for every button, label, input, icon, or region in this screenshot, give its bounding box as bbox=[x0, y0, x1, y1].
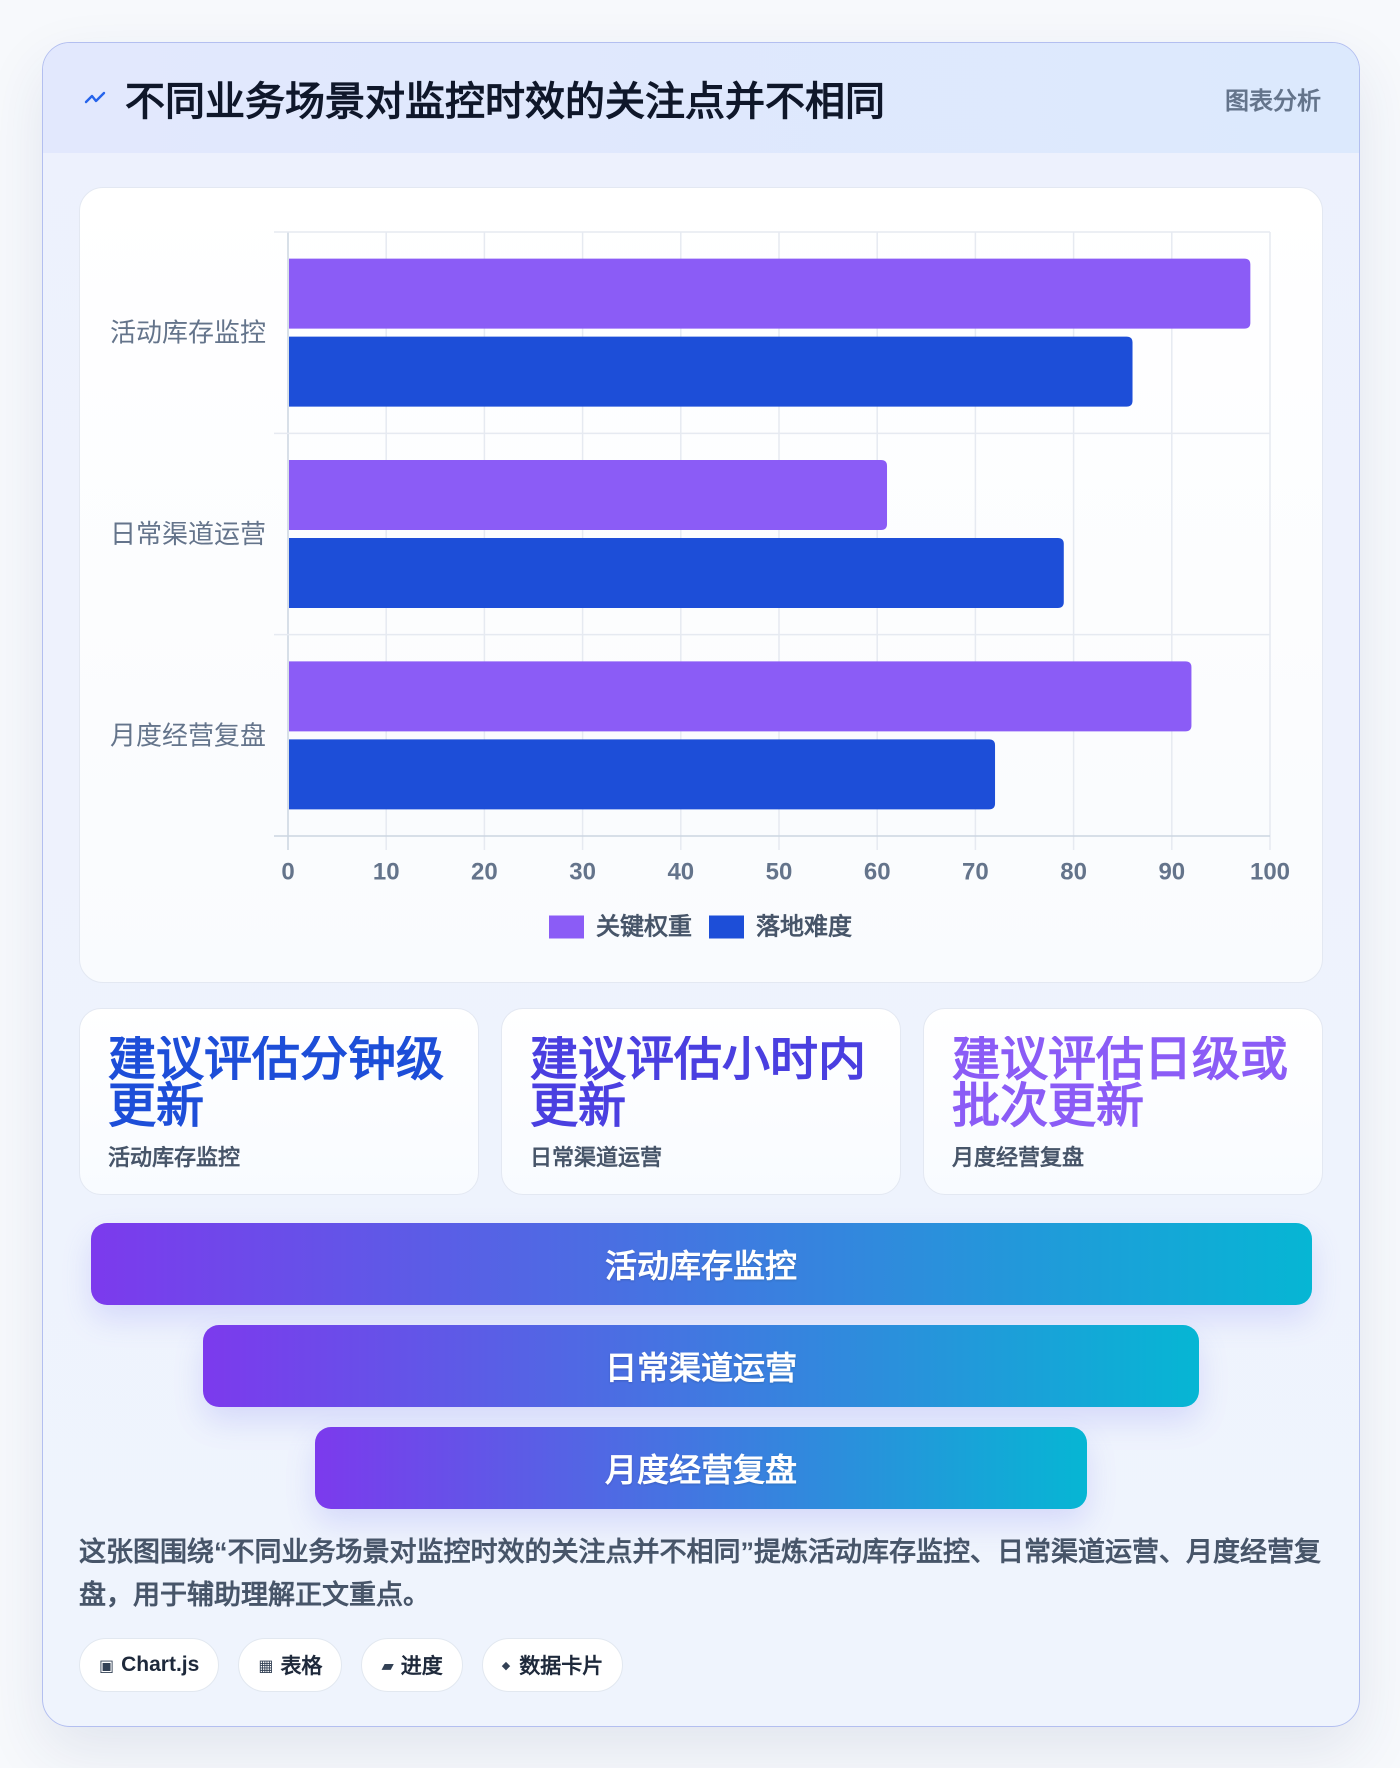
chart-panel: 活动库存监控 日常渠道运营 月度经营复盘 0 10 20 30 40 50 60 70 80 90 100… bbox=[79, 187, 1323, 983]
funnel-stage-3: 月度经营复盘 bbox=[315, 1427, 1087, 1509]
funnel: 活动库存监控 日常渠道运营 月度经营复盘 bbox=[79, 1223, 1323, 1509]
x-tick-label: 70 bbox=[962, 859, 989, 886]
legend-label-1: 关键权重 bbox=[596, 913, 692, 941]
chart-card: 不同业务场景对监控时效的关注点并不相同 图表分析 活动库存监控 日常渠道运营 月度经… bbox=[42, 42, 1360, 1727]
table-grid-icon: ▦ bbox=[258, 1655, 274, 1675]
y-tick-label: 活动库存监控 bbox=[110, 318, 266, 348]
tag-list: ▣ Chart.js ▦ 表格 ▰ 进度 ◆ 数据卡片 bbox=[79, 1638, 1323, 1692]
stat-cards: 建议评估分钟级更新 活动库存监控 建议评估小时内更新 日常渠道运营 建议评估日级… bbox=[79, 1008, 1323, 1195]
tag-label: 表格 bbox=[280, 1655, 323, 1678]
funnel-stage-2: 日常渠道运营 bbox=[203, 1325, 1199, 1407]
page-title: 不同业务场景对监控时效的关注点并不相同 bbox=[125, 80, 885, 124]
legend-swatch-1 bbox=[549, 915, 584, 939]
x-tick-label: 80 bbox=[1060, 859, 1087, 886]
card-header: 不同业务场景对监控时效的关注点并不相同 图表分析 bbox=[43, 43, 1359, 153]
x-tick-label: 0 bbox=[281, 859, 294, 886]
series-2-bar-3 bbox=[289, 739, 996, 810]
tag-label: 数据卡片 bbox=[519, 1655, 604, 1678]
tag-label: 进度 bbox=[400, 1655, 443, 1678]
stat-card-activity-inventory: 建议评估分钟级更新 活动库存监控 bbox=[79, 1008, 479, 1195]
header-left: 不同业务场景对监控时效的关注点并不相同 bbox=[84, 69, 885, 127]
legend-swatch-2 bbox=[709, 915, 744, 939]
tag-table[interactable]: ▦ 表格 bbox=[238, 1638, 343, 1692]
electric-arrow-icon bbox=[84, 87, 106, 109]
x-tick-label: 50 bbox=[766, 859, 793, 886]
tag-data-card[interactable]: ◆ 数据卡片 bbox=[481, 1638, 624, 1692]
x-tick-label: 30 bbox=[569, 859, 596, 886]
tag-progress[interactable]: ▰ 进度 bbox=[361, 1638, 463, 1692]
y-tick-label: 月度经营复盘 bbox=[110, 720, 266, 750]
stat-card-label: 日常渠道运营 bbox=[530, 1145, 663, 1170]
x-tick-label: 20 bbox=[471, 859, 498, 886]
series-1-bar-1 bbox=[289, 258, 1251, 329]
x-tick-label: 40 bbox=[667, 859, 694, 886]
stat-card-monthly-review: 建议评估日级或批次更新 月度经营复盘 bbox=[923, 1008, 1323, 1195]
stat-card-label: 活动库存监控 bbox=[108, 1145, 241, 1170]
series-2-bar-2 bbox=[289, 538, 1064, 608]
stat-card-label: 月度经营复盘 bbox=[952, 1145, 1085, 1170]
series-1-bar-3 bbox=[289, 661, 1192, 732]
stat-card-value: 建议评估小时内更新 bbox=[530, 1036, 867, 1130]
x-tick-label: 90 bbox=[1158, 859, 1185, 886]
x-tick-label: 10 bbox=[373, 859, 400, 886]
legend-label-2: 落地难度 bbox=[756, 913, 853, 941]
stat-card-daily-channel: 建议评估小时内更新 日常渠道运营 bbox=[501, 1008, 901, 1195]
progress-bar-icon: ▰ bbox=[381, 1655, 394, 1675]
series-2-bar-1 bbox=[289, 336, 1133, 407]
x-tick-label: 100 bbox=[1250, 859, 1290, 886]
y-tick-label: 日常渠道运营 bbox=[110, 519, 266, 549]
tag-label: Chart.js bbox=[121, 1653, 200, 1676]
x-tick-label: 60 bbox=[864, 859, 891, 886]
chart-square-icon: ▣ bbox=[99, 1655, 115, 1675]
tag-chartjs[interactable]: ▣ Chart.js bbox=[79, 1638, 220, 1692]
card-body: 活动库存监控 日常渠道运营 月度经营复盘 0 10 20 30 40 50 60 70 80 90 100… bbox=[43, 187, 1359, 1692]
stat-card-value: 建议评估分钟级更新 bbox=[108, 1036, 445, 1130]
chart-description: 这张图围绕“不同业务场景对监控时效的关注点并不相同”提炼活动库存监控、日常渠道运… bbox=[79, 1537, 1321, 1610]
diamond-icon: ◆ bbox=[501, 1658, 511, 1672]
funnel-stage-1: 活动库存监控 bbox=[90, 1223, 1312, 1305]
chart-analysis-badge: 图表分析 bbox=[1225, 87, 1321, 115]
series-1-bar-2 bbox=[289, 460, 888, 530]
stat-card-value: 建议评估日级或批次更新 bbox=[952, 1036, 1289, 1130]
